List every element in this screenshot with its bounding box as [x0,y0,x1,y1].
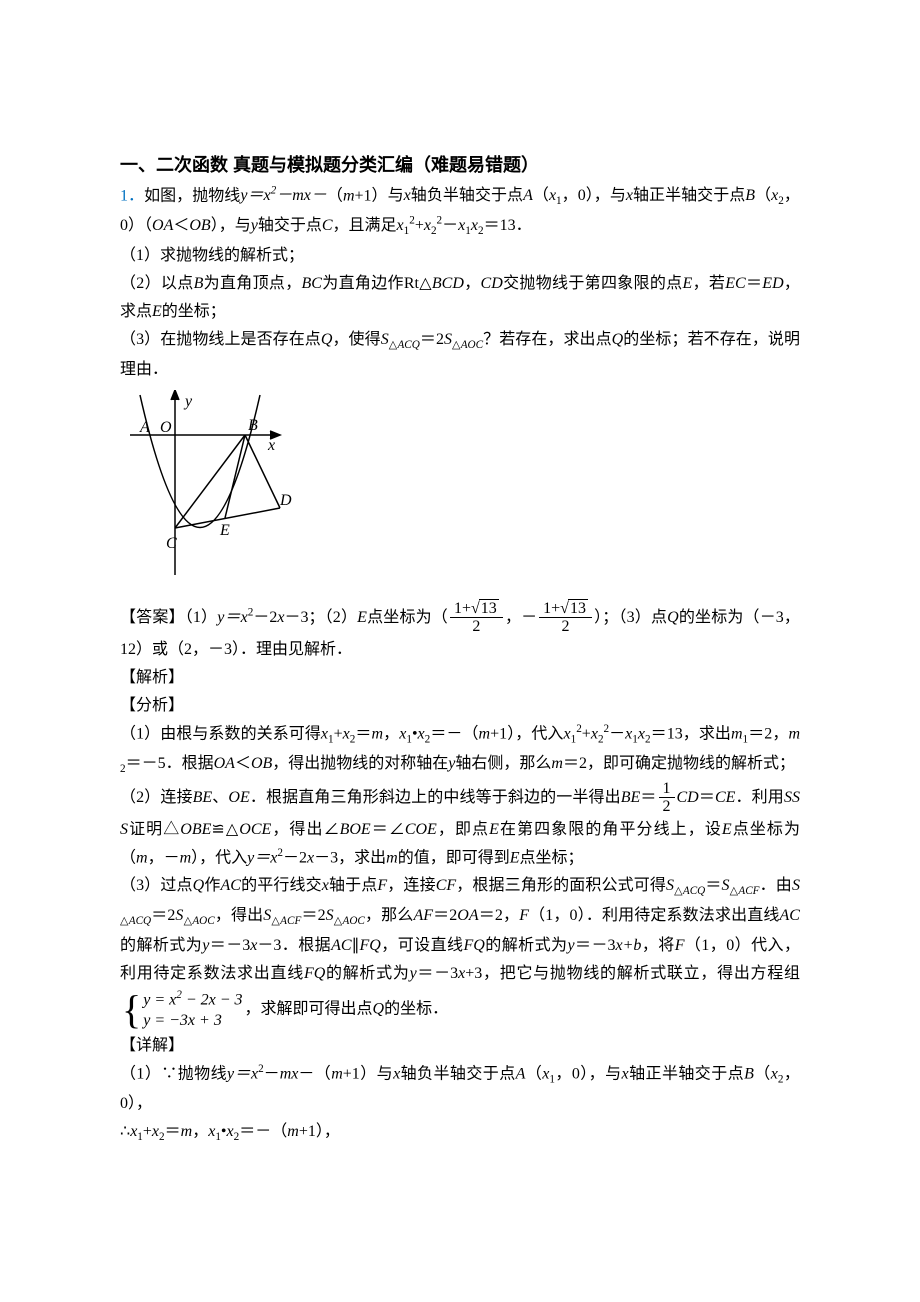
problem-figure: y x A O B C D E [120,390,800,590]
xiangjie-p2: ∴x1+x2＝m，x1•x2＝－（m+1）， [120,1118,800,1148]
label-O: O [160,419,172,436]
label-x: x [267,437,275,454]
label-A: A [139,419,150,436]
question-1: （1）求抛物线的解析式； [120,242,800,270]
xiangjie-label: 【详解】 [120,1032,800,1060]
answer-block: 【答案】（1）y＝x2－2x－3；（2）E点坐标为（1+√132，－1+√132… [120,600,800,664]
xiangjie-p1: （1）∵抛物线y＝x2－mx－（m+1）与x轴负半轴交于点A（x1，0），与x轴… [120,1060,800,1118]
frac-1: 1+√132 [450,600,503,636]
equation-cases: {y = x2 − 2x − 3y = −3x + 3 [122,988,243,1032]
frac-2: 1+√132 [539,600,592,636]
fenxi-label: 【分析】 [120,692,800,720]
frac-half: 12 [659,780,675,816]
stem-eq: y＝x2－mx－ [240,187,327,204]
problem-number: 1． [120,187,144,204]
figure-svg: y x A O B C D E [120,390,295,580]
section-heading: 一、二次函数 真题与模拟题分类汇编（难题易错题） [120,150,800,182]
stem-text-a: 如图，抛物线 [144,187,240,204]
label-C: C [166,535,177,552]
fenxi-p3: （3）过点Q作AC的平行线交x轴于点F，连接CF，根据三角形的面积公式可得S△A… [120,872,800,1031]
label-B: B [248,417,258,434]
fenxi-p1: （1）由根与系数的关系可得x1+x2＝m，x1•x2＝－（m+1），代入x12+… [120,720,800,780]
y-arrow-icon [171,390,179,400]
question-3: （3）在抛物线上是否存在点Q，使得S△ACQ＝2S△AOC？若存在，求出点Q的坐… [120,326,800,384]
fenxi-p2: （2）连接BE、OE．根据直角三角形斜边上的中线等于斜边的一半得出BE＝12CD… [120,780,800,873]
parabola-curve [140,395,260,528]
page: 一、二次函数 真题与模拟题分类汇编（难题易错题） 1．如图，抛物线y＝x2－mx… [0,0,920,1302]
label-D: D [279,492,292,509]
jiexi-label: 【解析】 [120,664,800,692]
label-E: E [219,522,230,539]
question-2: （2）以点B为直角顶点，BC为直角边作Rt△BCD，CD交抛物线于第四象限的点E… [120,270,800,326]
answer-label: 【答案】 [120,608,185,625]
label-y: y [183,393,193,410]
problem-stem: 1．如图，抛物线y＝x2－mx－（m+1）与x轴负半轴交于点A（x1，0），与x… [120,182,800,242]
